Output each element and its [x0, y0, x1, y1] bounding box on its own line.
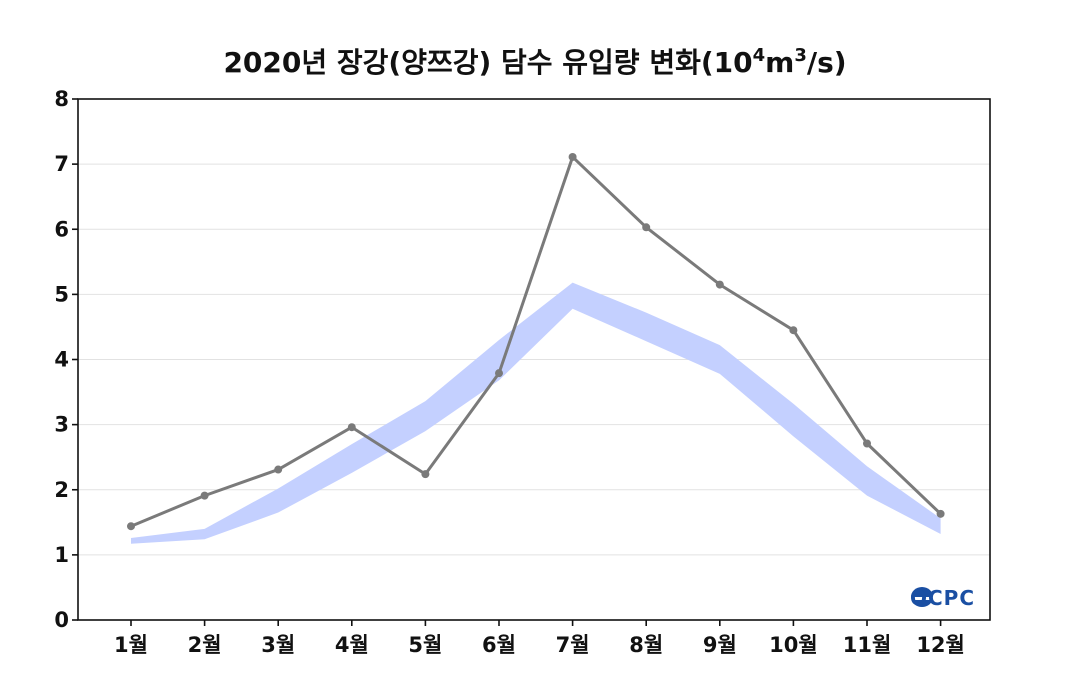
y-tick-label: 8	[54, 87, 69, 111]
data-point	[421, 470, 430, 479]
data-point	[715, 280, 724, 289]
x-tick-label: 10월	[769, 633, 818, 657]
x-tick-label: 4월	[335, 633, 369, 657]
data-point	[936, 509, 945, 518]
x-tick-label: 9월	[703, 633, 737, 657]
chart-title: 2020년 장강(양쯔강) 담수 유입량 변화(104m3/s)	[223, 45, 846, 79]
data-point	[642, 223, 651, 232]
x-tick-label: 6월	[482, 633, 516, 657]
y-tick-label: 2	[54, 478, 69, 502]
y-tick-label: 7	[54, 152, 69, 176]
axis-ticks: 0 1 2 3 4 5 6 7 8 1월 2월 3월 4월 5월 6월 7월 8월 9월 10월 11월 12월	[54, 87, 964, 657]
x-tick-label: 8월	[629, 633, 663, 657]
data-point	[347, 423, 356, 432]
x-tick-label: 5월	[408, 633, 442, 657]
ocpc-logo: OCPC	[910, 586, 975, 610]
data-point	[863, 439, 871, 448]
x-tick-label: 1월	[114, 633, 148, 657]
data-point	[789, 326, 798, 335]
y-tick-label: 4	[54, 348, 69, 372]
logo-wave	[911, 597, 933, 600]
data-point	[495, 369, 503, 378]
x-tick-label: 2월	[188, 633, 222, 657]
y-tick-label: 6	[54, 217, 69, 241]
x-tick-label: 3월	[261, 633, 295, 657]
x-tick-label: 12월	[916, 633, 965, 657]
x-tick-label: 11월	[843, 633, 892, 657]
gridlines	[78, 163, 990, 556]
y-tick-label: 3	[54, 413, 69, 437]
data-point	[200, 491, 209, 500]
logo-text: OCPC	[910, 586, 975, 610]
data-point	[274, 465, 283, 474]
series-line	[130, 155, 942, 528]
y-tick-label: 1	[54, 543, 69, 567]
data-point	[127, 522, 135, 531]
y-tick-label: 0	[54, 608, 69, 632]
x-tick-label: 7월	[556, 633, 590, 657]
data-point	[568, 152, 577, 161]
band-series	[131, 282, 941, 544]
range-band	[131, 282, 941, 544]
y-tick-label: 5	[54, 282, 69, 306]
line-series	[127, 152, 945, 531]
